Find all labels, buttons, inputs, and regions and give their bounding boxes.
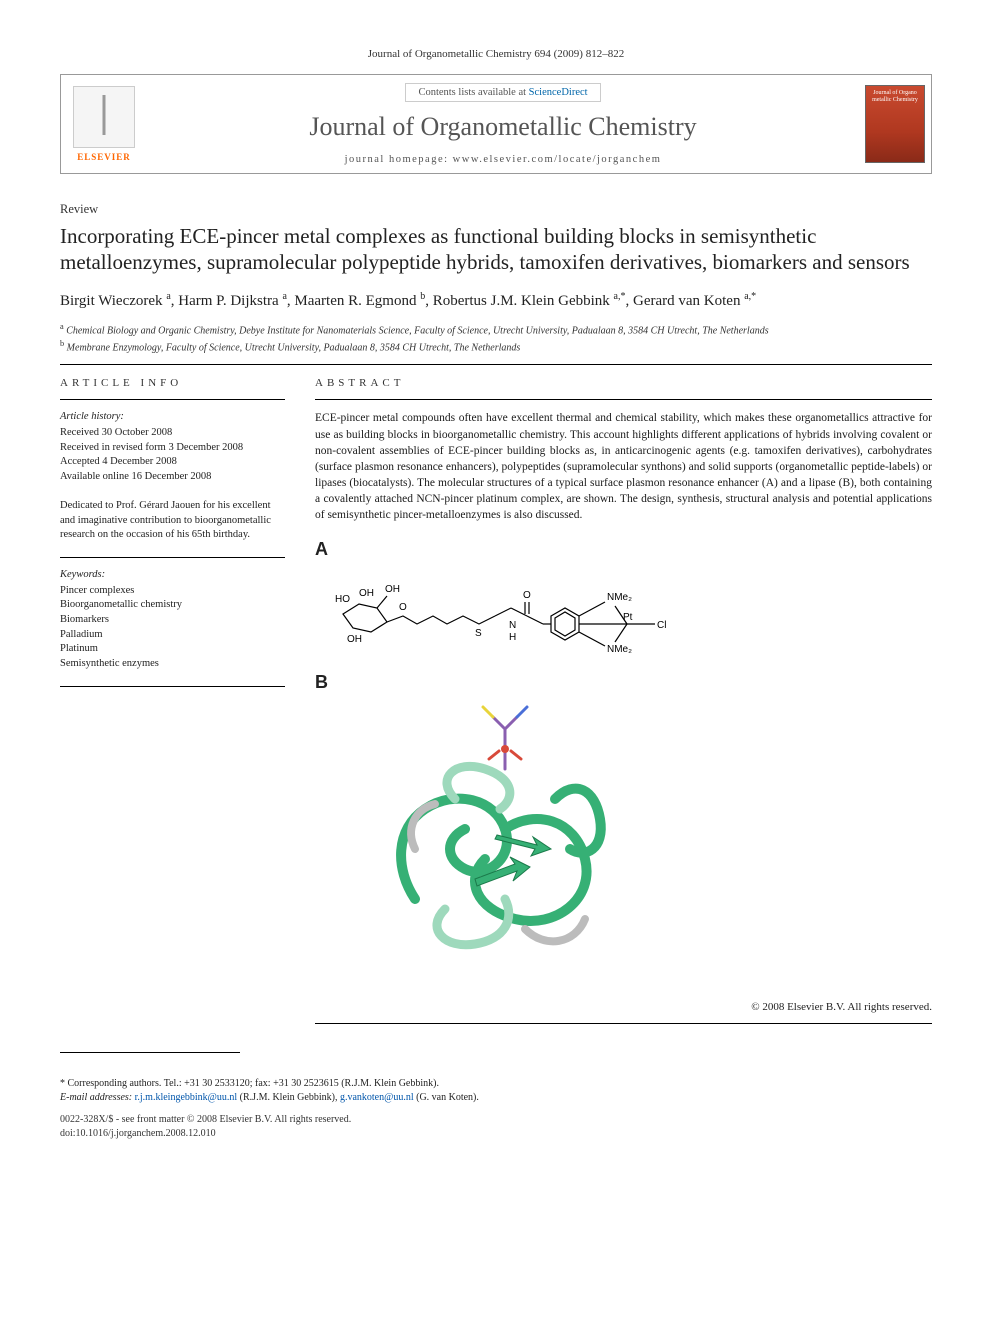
- history-line: Available online 16 December 2008: [60, 470, 285, 485]
- email-name-2: (G. van Koten).: [414, 1092, 479, 1103]
- figure-a: A: [315, 539, 932, 660]
- author: Harm P. Dijkstra a: [178, 293, 287, 309]
- footnote-separator: [60, 1052, 240, 1053]
- article-history-block: Article history: Received 30 October 200…: [60, 410, 285, 484]
- homepage-url: www.elsevier.com/locate/jorganchem: [453, 154, 662, 165]
- affiliation: b Membrane Enzymology, Faculty of Scienc…: [60, 338, 932, 355]
- keyword: Pincer complexes: [60, 584, 285, 599]
- article-info-column: ARTICLE INFO Article history: Received 3…: [60, 377, 285, 1034]
- chem-nme2: NMe₂: [607, 592, 632, 603]
- chem-oh: OH: [359, 588, 374, 599]
- chem-oh: OH: [347, 634, 362, 645]
- article-title: Incorporating ECE-pincer metal complexes…: [60, 223, 932, 276]
- chem-oh: OH: [385, 584, 400, 595]
- chem-h: H: [509, 632, 516, 643]
- author-affiliation-sup: a: [282, 291, 286, 302]
- cover-thumbnail: Journal of Organo metallic Chemistry: [865, 85, 925, 163]
- homepage-prefix: journal homepage:: [345, 154, 453, 165]
- author: Birgit Wieczorek a: [60, 293, 171, 309]
- mini-separator: [315, 1023, 932, 1024]
- chemical-structure-a: HO OH OH OH O S N H O NMe₂ NMe₂ Pt Cl: [315, 566, 735, 656]
- email-link-2[interactable]: g.vankoten@uu.nl: [340, 1092, 414, 1103]
- issn-line2: doi:10.1016/j.jorganchem.2008.12.010: [60, 1127, 932, 1141]
- dedication-block: Dedicated to Prof. Gérard Jaouen for his…: [60, 499, 285, 543]
- article-info-label: ARTICLE INFO: [60, 377, 285, 389]
- history-line: Received 30 October 2008: [60, 426, 285, 441]
- journal-cover: Journal of Organo metallic Chemistry: [859, 75, 931, 173]
- chem-s: S: [475, 628, 482, 639]
- author: Robertus J.M. Klein Gebbink a,*: [433, 293, 626, 309]
- elsevier-tree-icon: [73, 86, 135, 148]
- corresponding-authors: * Corresponding authors. Tel.: +31 30 25…: [60, 1077, 932, 1091]
- history-line: Accepted 4 December 2008: [60, 455, 285, 470]
- chem-o: O: [399, 602, 407, 613]
- mini-separator: [315, 399, 932, 400]
- header-center: Contents lists available at ScienceDirec…: [147, 75, 859, 173]
- email-prefix: E-mail addresses:: [60, 1092, 135, 1103]
- copyright-line: © 2008 Elsevier B.V. All rights reserved…: [315, 1001, 932, 1013]
- author: Maarten R. Egmond b: [294, 293, 425, 309]
- keywords-heading: Keywords:: [60, 568, 285, 583]
- separator: [60, 364, 932, 365]
- keyword: Biomarkers: [60, 613, 285, 628]
- email-name-1: (R.J.M. Klein Gebbink),: [237, 1092, 340, 1103]
- history-line: Received in revised form 3 December 2008: [60, 441, 285, 456]
- contents-prefix: Contents lists available at: [418, 87, 528, 98]
- issn-line1: 0022-328X/$ - see front matter © 2008 El…: [60, 1113, 932, 1127]
- footnotes: * Corresponding authors. Tel.: +31 30 25…: [60, 1077, 932, 1105]
- figure-a-label: A: [315, 539, 932, 560]
- abstract-text: ECE-pincer metal compounds often have ex…: [315, 410, 932, 523]
- affiliations-list: a Chemical Biology and Organic Chemistry…: [60, 321, 932, 355]
- elsevier-logo: ELSEVIER: [61, 75, 147, 173]
- author: Gerard van Koten a,*: [633, 293, 756, 309]
- abstract-column: ABSTRACT ECE-pincer metal compounds ofte…: [315, 377, 932, 1034]
- chem-cl: Cl: [657, 620, 666, 631]
- affiliation: a Chemical Biology and Organic Chemistry…: [60, 321, 932, 338]
- author-affiliation-sup: a,*: [744, 291, 756, 302]
- email-link-1[interactable]: r.j.m.kleingebbink@uu.nl: [135, 1092, 238, 1103]
- content-columns: ARTICLE INFO Article history: Received 3…: [60, 377, 932, 1034]
- chem-pt: Pt: [623, 612, 633, 623]
- contents-available: Contents lists available at ScienceDirec…: [405, 83, 600, 102]
- issn-block: 0022-328X/$ - see front matter © 2008 El…: [60, 1113, 932, 1141]
- authors-list: Birgit Wieczorek a, Harm P. Dijkstra a, …: [60, 290, 932, 311]
- figure-b: B: [315, 672, 932, 983]
- keyword: Palladium: [60, 628, 285, 643]
- journal-header: ELSEVIER Contents lists available at Sci…: [60, 74, 932, 174]
- keywords-block: Keywords: Pincer complexesBioorganometal…: [60, 568, 285, 672]
- keyword: Bioorganometallic chemistry: [60, 598, 285, 613]
- author-affiliation-sup: a,*: [614, 291, 626, 302]
- elsevier-label: ELSEVIER: [77, 152, 131, 162]
- protein-structure-b: [355, 699, 655, 979]
- chem-nme2: NMe₂: [607, 644, 632, 655]
- author-affiliation-sup: b: [420, 291, 425, 302]
- author-affiliation-sup: a: [166, 291, 170, 302]
- keyword: Semisynthetic enzymes: [60, 657, 285, 672]
- chem-n: N: [509, 620, 516, 631]
- sciencedirect-link[interactable]: ScienceDirect: [529, 87, 588, 98]
- mini-separator: [60, 557, 285, 558]
- article-type: Review: [60, 202, 932, 217]
- keyword: Platinum: [60, 642, 285, 657]
- history-heading: Article history:: [60, 410, 285, 425]
- abstract-label: ABSTRACT: [315, 377, 932, 389]
- journal-reference: Journal of Organometallic Chemistry 694 …: [60, 48, 932, 60]
- mini-separator: [60, 686, 285, 687]
- mini-separator: [60, 399, 285, 400]
- chem-o: O: [523, 590, 531, 601]
- journal-homepage: journal homepage: www.elsevier.com/locat…: [157, 154, 849, 165]
- journal-name: Journal of Organometallic Chemistry: [157, 112, 849, 142]
- figure-b-label: B: [315, 672, 932, 693]
- chem-ho: HO: [335, 594, 350, 605]
- email-addresses: E-mail addresses: r.j.m.kleingebbink@uu.…: [60, 1091, 932, 1105]
